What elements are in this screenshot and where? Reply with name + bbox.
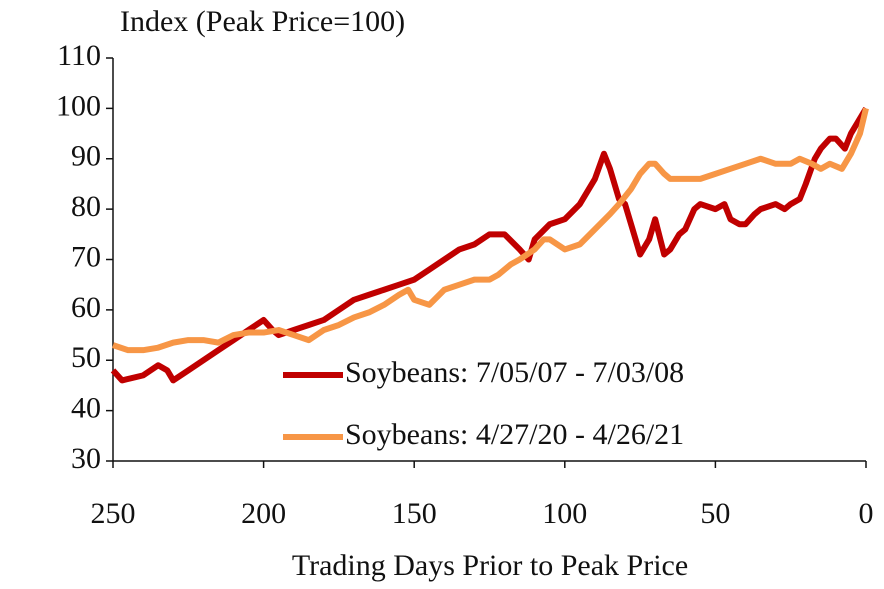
x-tick-label: 250 — [91, 497, 136, 530]
y-tick-label: 60 — [71, 291, 101, 324]
x-tick-label: 100 — [542, 497, 587, 530]
legend-label: Soybeans: 4/27/20 - 4/26/21 — [345, 418, 684, 451]
chart-title: Index (Peak Price=100) — [120, 5, 405, 38]
legend-label: Soybeans: 7/05/07 - 7/03/08 — [345, 356, 684, 389]
x-tick-label: 50 — [700, 497, 730, 530]
y-tick-label: 110 — [57, 39, 101, 72]
y-tick-label: 100 — [56, 89, 101, 122]
y-tick-label: 50 — [71, 341, 101, 374]
x-axis-label: Trading Days Prior to Peak Price — [292, 549, 688, 582]
y-tick-label: 80 — [71, 190, 101, 223]
y-tick-label: 40 — [71, 392, 101, 425]
y-tick-label: 70 — [71, 240, 101, 273]
y-tick-label: 90 — [71, 140, 101, 173]
series-line — [112, 107, 869, 354]
y-tick-label: 30 — [71, 442, 101, 475]
x-tick-label: 0 — [859, 497, 874, 530]
series-line — [110, 106, 869, 384]
x-tick-label: 150 — [392, 497, 437, 530]
x-tick-label: 200 — [241, 497, 286, 530]
